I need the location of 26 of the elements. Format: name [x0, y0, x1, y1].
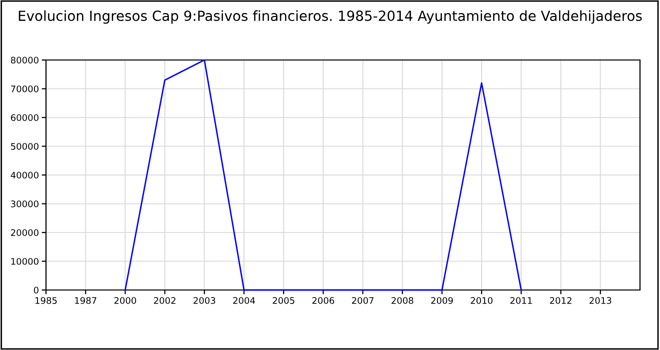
- y-tick-label: 60000: [10, 114, 38, 122]
- line-series: [124, 59, 522, 291]
- y-tick-label: 80000: [10, 56, 38, 64]
- x-tick-label: 2005: [272, 297, 294, 304]
- x-tick-label: 2010: [470, 297, 492, 304]
- x-tick-label: 2012: [550, 297, 572, 304]
- x-tick-label: 1985: [36, 297, 57, 304]
- x-tick-label: 2011: [510, 297, 532, 304]
- x-tick-label: 2008: [392, 297, 414, 304]
- y-tick-label: 50000: [11, 142, 38, 150]
- x-tick-label: 2007: [352, 297, 374, 304]
- x-tick-label: 2013: [590, 297, 612, 304]
- x-tick-label: 2004: [233, 297, 255, 304]
- x-tick-label: 2000: [114, 297, 136, 304]
- x-tick-label: 1987: [75, 297, 96, 304]
- y-tick-label: 30000: [11, 200, 38, 208]
- y-tick-label: 20000: [11, 229, 38, 236]
- x-tick-label: 2002: [154, 297, 176, 304]
- y-tick-label: 40000: [10, 172, 38, 179]
- x-tick-label: 2009: [431, 297, 453, 304]
- y-tick-label: 0: [34, 286, 38, 294]
- x-tick-label: 2006: [312, 297, 334, 304]
- y-tick-label: 70000: [11, 85, 38, 92]
- chart-title: Evolucion Ingresos Cap 9:Pasivos financieros. 1985-2014 Ayuntamiento de Valdehijaderos: [18, 10, 642, 24]
- y-tick-label: 10000: [11, 258, 38, 265]
- x-tick-label: 2003: [194, 297, 216, 304]
